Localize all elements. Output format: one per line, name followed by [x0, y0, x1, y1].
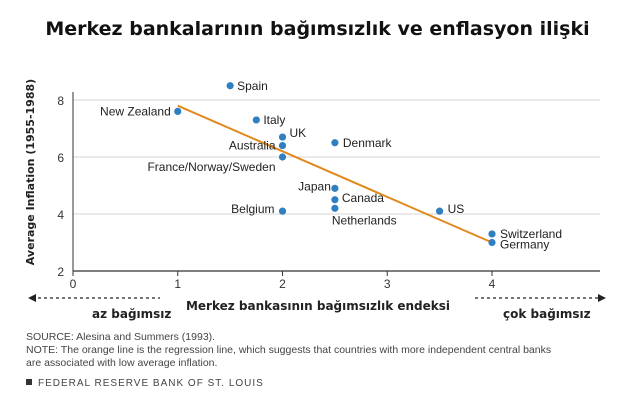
y-tick-label: 8	[57, 94, 64, 108]
point-label: UK	[290, 126, 307, 140]
y-tick-label: 2	[57, 265, 64, 279]
point-label: Switzerland	[500, 227, 562, 241]
data-point	[278, 207, 287, 215]
point-label: Netherlands	[332, 213, 397, 227]
data-point	[331, 139, 339, 147]
x-tick-label: 2	[279, 277, 286, 291]
point-label: Spain	[237, 79, 268, 93]
x-tick-label: 4	[489, 277, 496, 291]
notes-block: SOURCE: Alesina and Summers (1993). NOTE…	[26, 331, 626, 370]
x-tick-label: 3	[384, 277, 391, 291]
data-point	[278, 133, 287, 141]
x-tick-label: 0	[70, 277, 77, 291]
data-point	[278, 142, 287, 150]
point-label: Italy	[263, 113, 285, 127]
x-axis-label: Merkez bankasının bağımsızlık endeksi	[186, 299, 450, 313]
axes: 2 4 6 8 0 1 2 3 4 Average Inflation (1955-1988) Me…	[24, 79, 600, 313]
data-point	[488, 238, 496, 247]
regression-line-group	[177, 104, 493, 244]
point-label: US	[448, 202, 465, 216]
point-label: France/Norway/Sweden	[147, 160, 275, 174]
data-point	[226, 82, 234, 90]
point-label: Belgium	[231, 202, 274, 216]
y-axis-label: Average Inflation (1955-1988)	[24, 79, 37, 265]
x-tick-label: 1	[174, 277, 181, 291]
publisher-label: FEDERAL RESERVE BANK OF ST. LOUIS	[38, 378, 264, 389]
right-arrow-label: çok bağımsız	[503, 307, 591, 321]
point-label: Canada	[342, 191, 384, 205]
point-label: Germany	[500, 238, 549, 252]
right-arrowhead-icon	[598, 294, 606, 302]
publisher-square-icon	[26, 379, 32, 385]
y-tick-label: 6	[57, 151, 64, 165]
data-point	[436, 207, 444, 215]
data-point	[331, 204, 339, 212]
chart-title: Merkez bankalarının bağımsızlık ve enfla…	[45, 18, 590, 40]
data-point	[331, 184, 339, 192]
point-label: Denmark	[343, 136, 393, 150]
y-tick-label: 4	[57, 208, 64, 222]
data-point	[252, 116, 260, 124]
left-arrowhead-icon	[28, 294, 36, 302]
range-arrows	[28, 294, 606, 302]
regression-line	[177, 104, 493, 244]
note-line-1: NOTE: The orange line is the regression …	[26, 344, 552, 356]
grid-lines	[73, 99, 600, 215]
data-point	[174, 107, 182, 115]
data-points: Spain New Zealand Italy UK Australia France/N…	[100, 79, 562, 252]
data-point	[278, 153, 287, 161]
point-label: Japan	[298, 179, 331, 193]
left-arrow-label: az bağımsız	[92, 307, 172, 321]
note-line-2: are associated with low average inflatio…	[26, 357, 218, 369]
data-point	[331, 196, 339, 204]
point-label: Australia	[229, 139, 276, 153]
publisher: FEDERAL RESERVE BANK OF ST. LOUIS	[26, 378, 264, 389]
point-label: New Zealand	[100, 104, 171, 118]
data-point	[488, 230, 496, 238]
source-note: SOURCE: Alesina and Summers (1993).	[26, 331, 216, 343]
